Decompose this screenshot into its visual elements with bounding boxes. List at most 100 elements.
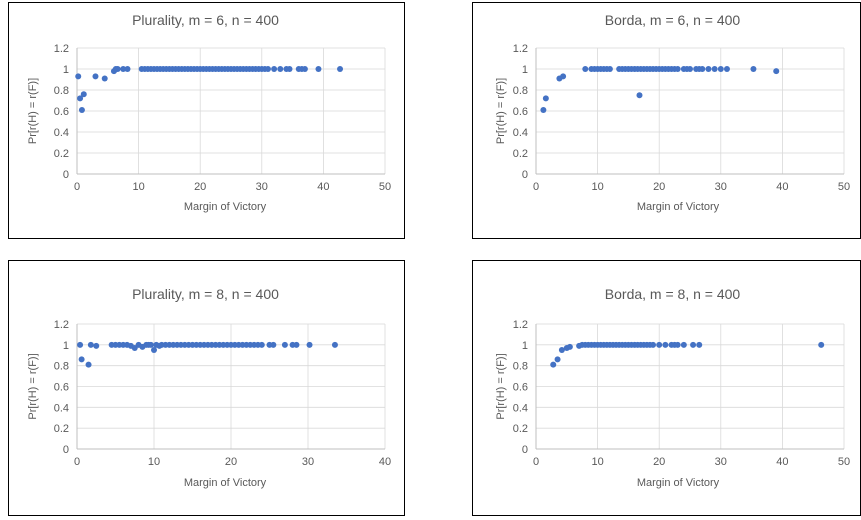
data-point <box>558 347 565 354</box>
data-point <box>674 66 681 72</box>
x-tick-label: 40 <box>776 181 788 193</box>
y-tick-label: 0.4 <box>54 402 69 414</box>
data-point <box>85 361 92 368</box>
x-tick-label: 0 <box>533 456 539 468</box>
x-tick-label: 20 <box>194 181 206 193</box>
data-point <box>554 356 561 363</box>
x-tick-label: 20 <box>225 456 237 468</box>
data-point <box>582 66 589 72</box>
y-axis-label: Pr[r(H) = r(F)] <box>27 353 39 419</box>
x-tick-label: 40 <box>776 456 788 468</box>
data-point <box>315 66 322 72</box>
data-point <box>77 95 84 102</box>
data-point <box>92 73 99 80</box>
data-point <box>101 75 108 82</box>
x-tick-label: 0 <box>74 181 80 193</box>
x-axis-label: Margin of Victory <box>184 201 267 213</box>
y-tick-label: 0.8 <box>54 361 69 373</box>
data-point <box>264 66 271 72</box>
data-point <box>77 341 84 348</box>
y-tick-label: 1 <box>63 340 69 352</box>
y-tick-label: 0 <box>63 169 69 181</box>
y-axis-label: Pr[r(H) = r(F)] <box>495 78 507 144</box>
data-point <box>301 66 308 72</box>
data-point <box>540 106 547 113</box>
data-point <box>690 341 697 348</box>
y-tick-label: 1 <box>522 64 528 76</box>
data-point <box>93 342 100 349</box>
chart-frame <box>472 260 861 516</box>
x-tick-label: 40 <box>379 456 391 468</box>
data-point <box>818 341 825 348</box>
data-point <box>650 341 657 348</box>
chart-svg: 0 0.2 0.4 0.6 0.8 1 1.2 0 10 20 30 40 50 Borda, m = 8… <box>472 260 861 516</box>
chart-title: Plurality, m = 8, n = 400 <box>132 286 279 302</box>
x-tick-label: 20 <box>653 456 665 468</box>
data-point <box>258 341 265 348</box>
data-point <box>80 91 87 98</box>
data-point <box>687 66 693 72</box>
data-point <box>656 341 663 348</box>
x-tick-label: 20 <box>653 181 665 193</box>
chart-svg: 0 0.2 0.4 0.6 0.8 1 1.2 0 10 20 30 40 50 Plurality, m… <box>8 2 405 239</box>
y-tick-label: 1.2 <box>513 319 528 331</box>
data-point <box>711 66 718 72</box>
y-tick-label: 0.2 <box>54 423 69 435</box>
data-point <box>606 66 613 72</box>
chart-frame <box>8 260 405 516</box>
x-tick-label: 0 <box>74 456 80 468</box>
y-tick-label: 0.2 <box>513 148 528 160</box>
data-point <box>124 66 131 72</box>
y-tick-label: 0.8 <box>513 361 528 373</box>
y-tick-label: 0.6 <box>54 382 69 394</box>
x-axis-label: Margin of Victory <box>184 477 267 489</box>
data-point <box>270 341 277 348</box>
data-point <box>277 66 284 72</box>
y-tick-label: 1.2 <box>54 43 69 55</box>
x-tick-label: 50 <box>838 181 850 193</box>
x-tick-label: 10 <box>591 181 603 193</box>
data-point <box>723 66 730 72</box>
y-tick-label: 1.2 <box>54 319 69 331</box>
y-tick-label: 1.2 <box>513 43 528 55</box>
x-tick-label: 30 <box>302 456 314 468</box>
x-tick-label: 50 <box>379 181 391 193</box>
x-axis-label: Margin of Victory <box>637 201 720 213</box>
data-point <box>306 341 313 348</box>
y-tick-label: 0.6 <box>513 106 528 118</box>
data-point <box>699 66 706 72</box>
data-point <box>674 341 681 348</box>
data-point <box>147 341 154 348</box>
data-point <box>151 347 157 354</box>
data-point <box>286 66 293 72</box>
data-point <box>75 73 82 80</box>
x-tick-label: 10 <box>591 456 603 468</box>
y-tick-label: 1 <box>522 340 528 352</box>
data-point <box>560 73 567 80</box>
chart-svg: 0 0.2 0.4 0.6 0.8 1 1.2 0 10 20 30 40 50 Borda, m = 6… <box>472 2 861 239</box>
chart-svg: 0 0.2 0.4 0.6 0.8 1 1.2 0 10 20 30 40 Plurality, m =… <box>8 260 405 516</box>
data-point <box>293 341 300 348</box>
data-point <box>120 66 127 72</box>
data-point <box>337 66 344 72</box>
data-point <box>331 341 338 348</box>
y-tick-label: 0.2 <box>54 148 69 160</box>
data-point <box>271 66 278 72</box>
data-point <box>87 341 94 348</box>
data-point <box>566 343 573 350</box>
data-point <box>717 66 724 72</box>
x-axis-label: Margin of Victory <box>637 477 720 489</box>
y-tick-label: 0.8 <box>54 85 69 97</box>
x-tick-label: 10 <box>148 456 160 468</box>
data-point <box>636 92 643 99</box>
chart-panel-plurality-m8: 0 0.2 0.4 0.6 0.8 1 1.2 0 10 20 30 40 Plurality, m =… <box>8 260 405 516</box>
data-point <box>78 356 85 363</box>
data-point <box>680 341 687 348</box>
chart-frame <box>472 2 861 239</box>
data-point <box>78 106 85 113</box>
chart-title: Plurality, m = 6, n = 400 <box>132 12 279 28</box>
y-tick-label: 0.4 <box>513 402 528 414</box>
y-tick-label: 0.4 <box>513 127 528 139</box>
y-tick-label: 0 <box>63 444 69 456</box>
x-tick-label: 30 <box>715 456 727 468</box>
